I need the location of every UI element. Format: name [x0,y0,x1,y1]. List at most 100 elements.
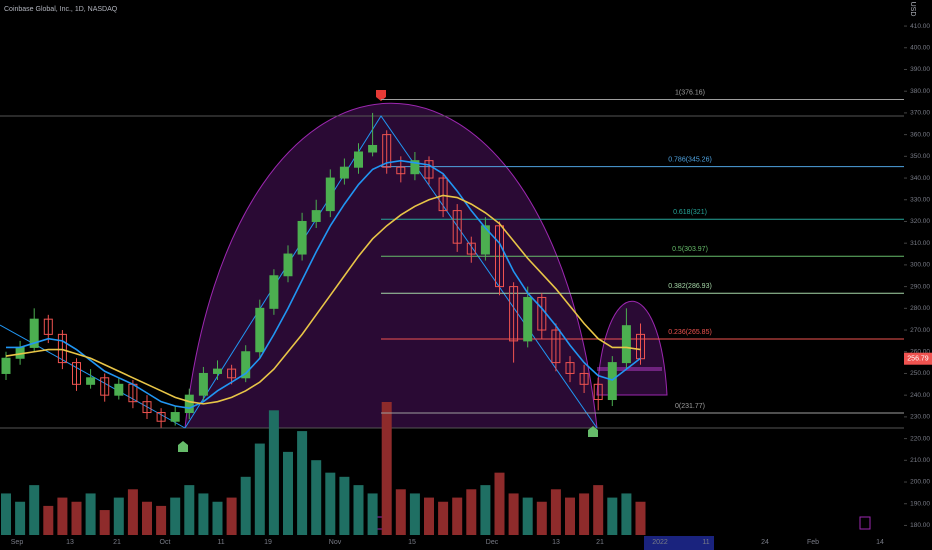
candle-body [86,377,96,385]
candle-body [607,362,617,401]
y-tick-label: 410.00 [910,23,930,30]
volume-bar [113,497,124,535]
currency: USD [909,2,916,17]
y-tick-label: 240.00 [910,392,930,399]
candle-body [255,307,265,353]
volume-bar [339,476,350,535]
candle-body [114,383,124,396]
volume-bar [29,485,40,535]
candle-body [523,296,533,342]
y-tick-label: 260.00 [910,348,930,355]
volume-bar [311,460,322,535]
volume-bar [1,493,11,535]
candle-body [43,318,53,335]
volume-bar [550,489,561,535]
handle-band [597,367,662,371]
candle-body [424,160,434,179]
volume-bar [536,501,547,535]
candle-body [593,383,603,401]
candle-body [213,368,222,374]
x-tick-label: 14 [876,539,884,546]
x-tick-label: 19 [264,539,272,546]
candle-body [100,377,110,396]
fib-label: 0(231.77) [675,403,705,410]
volume-bar [99,510,110,535]
candle-body [551,329,561,364]
volume-bar [268,410,279,535]
time-highlight [644,536,714,550]
x-tick-label: 15 [408,539,416,546]
fib-label: 1(376.16) [675,89,705,96]
volume-bar [635,501,646,535]
candle-body [57,333,67,364]
volume-bar [142,501,152,535]
x-tick-label: 21 [113,539,121,546]
candle-body [227,368,237,379]
candle-body [241,351,251,379]
candle-body [480,225,490,255]
bottom-marker [178,441,188,452]
volume-bar [353,485,364,535]
candle-body [297,220,307,255]
y-tick-label: 360.00 [910,131,930,138]
fib-label: 0.5(303.97) [672,246,708,253]
y-tick-label: 210.00 [910,457,930,464]
price-axis [904,0,932,550]
volume-bar [367,493,378,535]
series-layer: 1(376.16) 0.786(345.26) 0.618(321) 0.5(303.… [1,89,904,535]
volume-bar [85,493,96,535]
volume-bar [127,489,138,535]
volume-bar [15,501,26,535]
moving-average [5,194,641,405]
x-tick-label: 13 [66,539,74,546]
x-tick-label: 2022 [652,539,668,546]
y-tick-label: 220.00 [910,435,930,442]
y-tick-label: 320.00 [910,218,930,225]
x-tick-label: 11 [702,539,709,546]
volume-bar [71,501,82,535]
y-tick-label: 390.00 [910,66,930,73]
y-tick-label: 400.00 [910,44,930,51]
y-tick-label: 190.00 [910,500,930,507]
volume-bar [381,402,392,535]
volume-bar [621,493,632,535]
y-tick-label: 200.00 [910,479,930,486]
volume-bar [480,485,491,535]
volume-bar [565,497,575,535]
candle-body [269,275,279,309]
x-tick-label: Dec [486,539,499,546]
x-tick-label: 13 [552,539,560,546]
volume-bar [283,451,293,535]
volume-bar [254,443,265,535]
volume-bar [494,472,505,535]
candle-body [565,362,575,374]
x-tick-label: Oct [160,539,171,546]
fib-label: 0.786(345.26) [668,156,712,163]
cup-arc [184,103,598,429]
volume-bar [607,497,618,535]
x-tick-label: 21 [596,539,604,546]
candle-body [509,286,519,342]
y-tick-label: 230.00 [910,414,930,421]
volume-bar [452,497,463,535]
volume-bar [438,501,449,535]
volume-bar [240,476,251,535]
volume-bar [508,493,519,535]
last-price-label: 256.79 [907,356,929,363]
volume-bar [466,489,477,535]
candle-body [579,372,589,385]
volume-bar [325,472,336,535]
candle-body [29,318,39,348]
candle-body [72,362,81,385]
candle-body [198,372,208,396]
volume-bar [522,497,533,535]
x-tick-label: Feb [807,539,819,546]
volume-bar [424,497,434,535]
candle-body [452,210,462,244]
volume-bar [395,489,406,535]
volume-bar [297,431,308,535]
candle-body [466,242,476,255]
